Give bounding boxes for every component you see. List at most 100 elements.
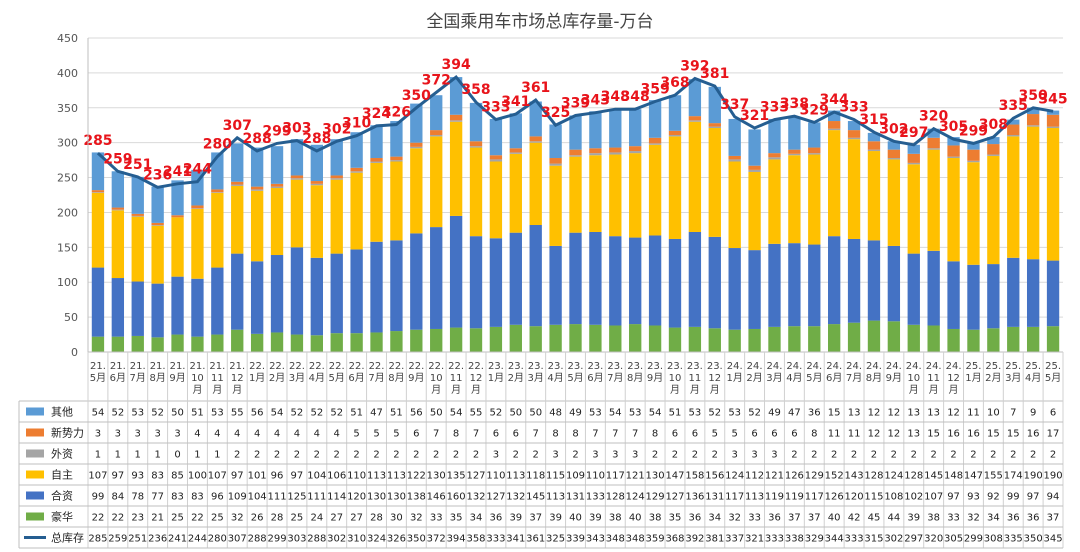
table-cell: 348	[606, 534, 625, 545]
bar-segment	[549, 163, 562, 166]
bar-segment	[390, 161, 403, 241]
table-cell: 101	[248, 471, 267, 482]
bar-segment	[1007, 136, 1020, 258]
bar-segment	[668, 130, 682, 135]
table-cell: 49	[569, 408, 582, 419]
table-cell: 4	[254, 429, 260, 440]
total-data-label: 333	[839, 100, 868, 116]
table-cell: 44	[888, 513, 901, 524]
table-cell: 145	[526, 492, 545, 503]
table-cell: 16	[947, 429, 960, 440]
total-data-label: 303	[282, 121, 311, 137]
table-cell: 2	[453, 450, 459, 461]
table-cell: 37	[788, 513, 801, 524]
bar-segment	[808, 147, 821, 154]
bar-segment	[1026, 326, 1040, 352]
table-cell: 6	[1050, 408, 1056, 419]
bar-segment	[1026, 259, 1040, 327]
bar-segment	[131, 213, 144, 216]
bar-segment	[529, 326, 542, 352]
bar-segment	[270, 183, 284, 187]
table-cell: 16	[1027, 429, 1040, 440]
table-cell: 124	[626, 492, 645, 503]
x-tick-label: 24.	[727, 361, 743, 372]
total-data-label: 339	[561, 95, 590, 111]
bar-segment	[609, 154, 622, 237]
x-tick-label: 8月	[388, 372, 404, 384]
total-data-label: 244	[183, 162, 212, 178]
x-tick-label: 6月	[826, 372, 842, 384]
table-cell: 15	[1007, 429, 1020, 440]
table-cell: 50	[171, 408, 184, 419]
bar-segment	[290, 175, 304, 179]
x-tick-label: 22.	[309, 361, 325, 372]
table-cell: 33	[748, 513, 761, 524]
table-cell: 97	[291, 471, 304, 482]
table-cell: 117	[805, 492, 824, 503]
x-tick-label: 25.	[985, 361, 1001, 372]
total-data-label: 325	[541, 105, 570, 121]
table-cell: 97	[111, 471, 124, 482]
table-cell: 2	[930, 450, 936, 461]
bar-segment	[648, 144, 662, 236]
table-cell: 97	[231, 471, 244, 482]
bar-segment	[330, 175, 343, 179]
bar-segment	[231, 184, 244, 186]
y-tick-label: 0	[71, 346, 78, 359]
table-cell: 338	[785, 534, 804, 545]
bar-segment	[529, 142, 542, 226]
x-axis: 21.5月21.6月21.7月21.8月21.9月21.10月21.11月21.…	[88, 351, 1063, 396]
bar-segment	[887, 149, 901, 159]
table-cell: 39	[509, 513, 522, 524]
total-data-label: 343	[581, 93, 610, 109]
bar-segment	[609, 147, 622, 153]
bar-segment	[250, 190, 264, 262]
bar-segment	[748, 129, 761, 166]
bar-segment	[788, 149, 801, 154]
x-tick-label: 22.	[468, 361, 484, 372]
x-tick-label: 23.	[627, 361, 643, 372]
table-cell: 3	[592, 450, 598, 461]
bar-segment	[668, 134, 682, 137]
x-tick-label: 21.	[229, 361, 245, 372]
x-tick-label: 12	[470, 373, 483, 384]
bar-segment	[768, 153, 781, 158]
table-cell: 34	[987, 513, 1000, 524]
bar-segment	[609, 325, 622, 352]
bar-segment	[549, 165, 562, 246]
bar-segment	[1046, 260, 1060, 327]
table-cell: 10	[987, 408, 1000, 419]
x-tick-label: 24.	[767, 361, 783, 372]
bar-segment	[927, 137, 940, 149]
table-cell: 26	[251, 513, 264, 524]
table-cell: 5	[731, 429, 737, 440]
table-cell: 130	[646, 471, 665, 482]
bar-segment	[748, 250, 761, 329]
legend-label: 其他	[51, 406, 73, 419]
bar-segment	[788, 155, 801, 244]
bar-segment	[410, 233, 423, 330]
x-tick-label: 3月	[289, 372, 305, 384]
table-cell: 143	[845, 471, 864, 482]
x-tick-label: 8月	[149, 372, 165, 384]
table-cell: 350	[1024, 534, 1043, 545]
table-cell: 2	[353, 450, 359, 461]
table-cell: 114	[327, 492, 346, 503]
total-data-label: 302	[879, 121, 908, 137]
bar-segment	[449, 121, 463, 216]
table-cell: 112	[745, 471, 764, 482]
table-cell: 85	[171, 471, 184, 482]
x-tick-label: 11	[927, 373, 940, 384]
x-tick-label: 月	[212, 384, 222, 396]
bar-segment	[410, 142, 423, 147]
x-tick-label: 21.	[209, 361, 225, 372]
table-cell: 190	[1024, 471, 1043, 482]
y-tick-label: 300	[57, 137, 78, 150]
table-cell: 7	[533, 429, 539, 440]
table-cell: 50	[509, 408, 522, 419]
total-data-label: 280	[203, 137, 232, 153]
total-data-label: 302	[322, 121, 351, 137]
table-cell: 12	[947, 408, 960, 419]
x-tick-label: 5月	[567, 372, 583, 384]
table-cell: 52	[111, 408, 124, 419]
